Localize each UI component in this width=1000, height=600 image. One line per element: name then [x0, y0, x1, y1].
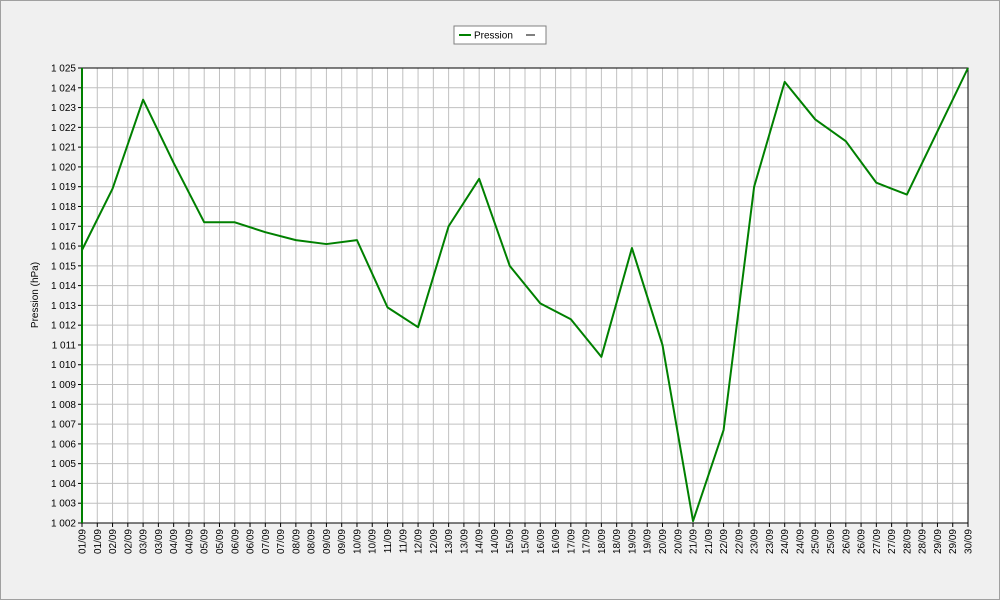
x-tick-label: 23/09	[765, 529, 776, 554]
x-tick-label: 23/09	[750, 529, 761, 554]
y-tick-label: 1 009	[51, 380, 76, 391]
x-tick-label: 01/09	[78, 529, 89, 554]
y-tick-label: 1 022	[51, 123, 76, 134]
x-tick-label: 08/09	[291, 529, 302, 554]
y-tick-label: 1 014	[51, 281, 76, 292]
x-tick-label: 08/09	[307, 529, 318, 554]
x-tick-label: 21/09	[689, 529, 700, 554]
x-tick-label: 30/09	[964, 529, 975, 554]
x-tick-label: 18/09	[597, 529, 608, 554]
y-tick-label: 1 019	[51, 182, 76, 193]
x-tick-label: 09/09	[322, 529, 333, 554]
y-tick-label: 1 008	[51, 400, 76, 411]
x-tick-label: 14/09	[475, 529, 486, 554]
x-tick-label: 26/09	[857, 529, 868, 554]
data-line	[81, 67, 969, 523]
x-tick-label: 12/09	[414, 529, 425, 554]
x-tick-label: 25/09	[826, 529, 837, 554]
x-tick-label: 17/09	[566, 529, 577, 554]
x-tick-label: 02/09	[108, 529, 119, 554]
y-tick-label: 1 006	[51, 439, 76, 450]
y-tick-label: 1 010	[51, 360, 76, 371]
x-tick-label: 27/09	[887, 529, 898, 554]
x-tick-label: 12/09	[429, 529, 440, 554]
y-tick-label: 1 017	[51, 222, 76, 233]
y-tick-label: 1 025	[51, 64, 76, 75]
y-tick-label: 1 007	[51, 420, 76, 431]
y-tick-label: 1 011	[52, 340, 77, 351]
x-tick-label: 28/09	[918, 529, 929, 554]
x-tick-label: 02/09	[123, 529, 134, 554]
x-tick-label: 20/09	[673, 529, 684, 554]
y-tick-label: 1 018	[51, 202, 76, 213]
x-tick-label: 11/09	[398, 529, 409, 554]
x-tick-label: 06/09	[230, 529, 241, 554]
x-tick-label: 11/09	[383, 529, 394, 554]
x-tick-label: 10/09	[368, 529, 379, 554]
y-axis-label: Pression (hPa)	[30, 262, 41, 328]
x-tick-label: 22/09	[734, 529, 745, 554]
y-tick-label: 1 004	[51, 479, 76, 490]
x-tick-label: 18/09	[612, 529, 623, 554]
x-tick-label: 15/09	[505, 529, 516, 554]
y-tick-label: 1 012	[51, 321, 76, 332]
y-tick-label: 1 016	[51, 242, 76, 253]
x-tick-label: 07/09	[276, 529, 287, 554]
x-tick-label: 19/09	[643, 529, 654, 554]
x-tick-label: 07/09	[261, 529, 272, 554]
x-tick-label: 10/09	[352, 529, 363, 554]
y-tick-label: 1 023	[51, 103, 76, 114]
x-tick-label: 13/09	[444, 529, 455, 554]
x-tick-label: 04/09	[184, 529, 195, 554]
x-tick-label: 09/09	[337, 529, 348, 554]
y-tick-label: 1 002	[51, 519, 76, 530]
x-tick-label: 29/09	[948, 529, 959, 554]
x-tick-label: 24/09	[795, 529, 806, 554]
x-tick-label: 25/09	[811, 529, 822, 554]
x-tick-label: 22/09	[719, 529, 730, 554]
legend: Pression	[453, 25, 547, 45]
x-tick-label: 29/09	[933, 529, 944, 554]
x-tick-label: 21/09	[704, 529, 715, 554]
x-tick-label: 06/09	[246, 529, 257, 554]
x-tick-label: 19/09	[627, 529, 638, 554]
y-tick-label: 1 003	[51, 499, 76, 510]
x-tick-label: 24/09	[780, 529, 791, 554]
x-tick-label: 28/09	[902, 529, 913, 554]
x-tick-label: 16/09	[536, 529, 547, 554]
y-tick-label: 1 020	[51, 162, 76, 173]
x-tick-label: 13/09	[459, 529, 470, 554]
y-tick-label: 1 013	[51, 301, 76, 312]
x-tick-label: 26/09	[841, 529, 852, 554]
x-tick-label: 17/09	[582, 529, 593, 554]
x-tick-label: 01/09	[93, 529, 104, 554]
x-tick-label: 03/09	[139, 529, 150, 554]
x-tick-label: 14/09	[490, 529, 501, 554]
y-tick-label: 1 021	[51, 143, 76, 154]
x-tick-label: 03/09	[154, 529, 165, 554]
x-tick-label: 04/09	[169, 529, 180, 554]
x-tick-label: 05/09	[200, 529, 211, 554]
legend-box	[453, 25, 547, 45]
legend-label: Pression	[474, 31, 513, 42]
y-tick-label: 1 024	[51, 83, 76, 94]
y-tick-label: 1 015	[51, 261, 76, 272]
x-tick-label: 05/09	[215, 529, 226, 554]
x-tick-label: 27/09	[872, 529, 883, 554]
x-tick-label: 16/09	[551, 529, 562, 554]
x-tick-label: 15/09	[521, 529, 532, 554]
x-tick-label: 20/09	[658, 529, 669, 554]
y-tick-label: 1 005	[51, 459, 76, 470]
